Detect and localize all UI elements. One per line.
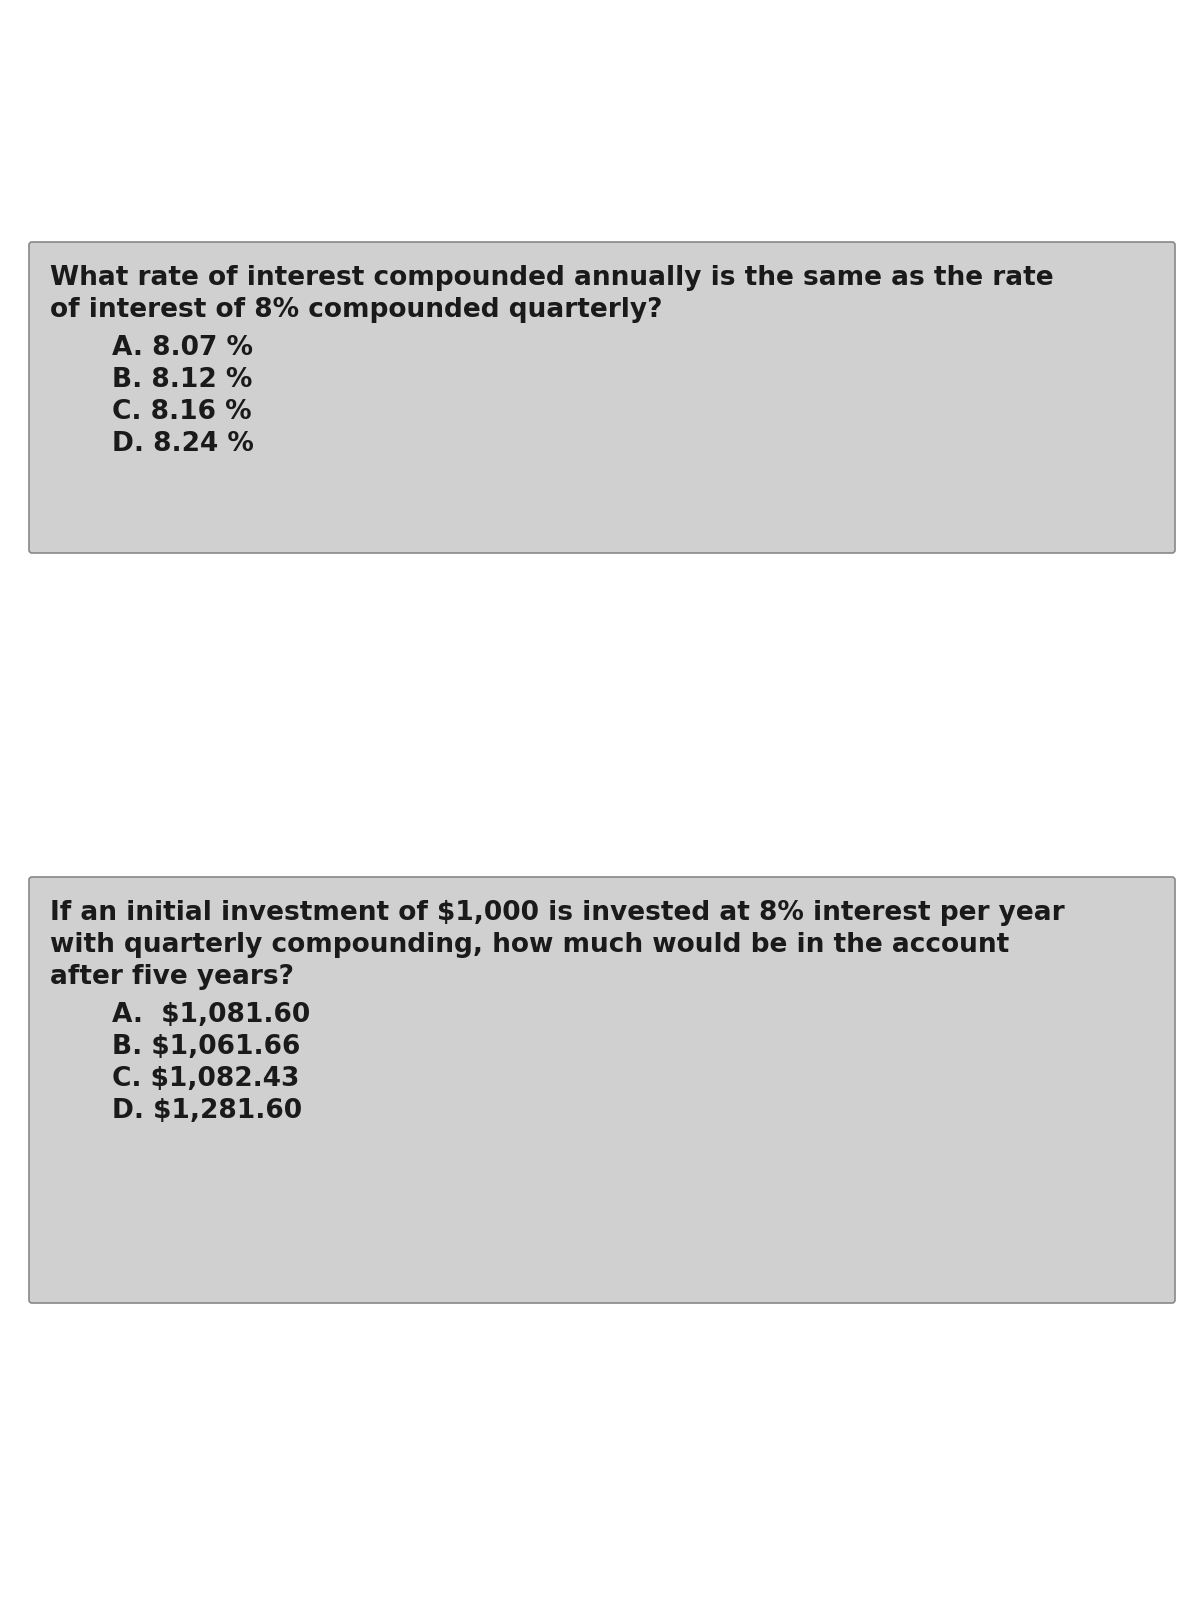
FancyBboxPatch shape	[29, 876, 1175, 1303]
Text: C. 8.16 %: C. 8.16 %	[112, 400, 252, 425]
Text: D. $1,281.60: D. $1,281.60	[112, 1099, 302, 1124]
Text: A. 8.07 %: A. 8.07 %	[112, 336, 253, 361]
Text: after five years?: after five years?	[50, 964, 294, 990]
FancyBboxPatch shape	[29, 241, 1175, 553]
Text: B. 8.12 %: B. 8.12 %	[112, 368, 252, 393]
Text: B. $1,061.66: B. $1,061.66	[112, 1035, 300, 1060]
Text: If an initial investment of $1,000 is invested at 8% interest per year: If an initial investment of $1,000 is in…	[50, 900, 1064, 926]
Text: C. $1,082.43: C. $1,082.43	[112, 1067, 299, 1092]
Text: with quarterly compounding, how much would be in the account: with quarterly compounding, how much wou…	[50, 932, 1009, 958]
Text: D. 8.24 %: D. 8.24 %	[112, 432, 254, 457]
Text: of interest of 8% compounded quarterly?: of interest of 8% compounded quarterly?	[50, 297, 662, 323]
Text: A.  $1,081.60: A. $1,081.60	[112, 1003, 311, 1028]
Text: What rate of interest compounded annually is the same as the rate: What rate of interest compounded annuall…	[50, 265, 1054, 291]
